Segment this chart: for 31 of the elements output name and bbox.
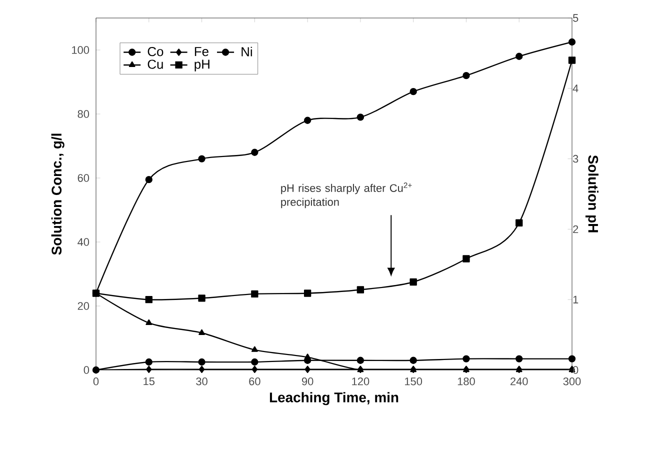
- legend-label: Co: [148, 46, 164, 56]
- y-axis-title: Solution Conc., g/l: [51, 134, 64, 255]
- x-tick-label: 300: [563, 378, 581, 386]
- x-tick-label: 30: [196, 378, 208, 386]
- legend-label: Fe: [194, 47, 208, 56]
- x-tick-label: 60: [249, 378, 260, 386]
- x-tick-label: 90: [302, 378, 314, 386]
- legend-label: pH: [194, 60, 210, 72]
- y-tick-label: 80: [78, 110, 90, 118]
- y2-axis-title: Solution pH: [585, 155, 598, 232]
- y2-tick-label: 1: [573, 296, 578, 304]
- x-tick-label: 120: [352, 378, 370, 386]
- x-tick-label: 150: [405, 378, 422, 386]
- y-tick-label: 60: [78, 174, 90, 182]
- y-tick-label: 40: [78, 238, 90, 246]
- y2-tick-label: 3: [572, 154, 578, 163]
- x-axis-title: Leaching Time, min: [270, 392, 398, 406]
- x-tick-label: 0: [93, 378, 99, 386]
- y2-tick-label: 5: [572, 14, 578, 22]
- y-tick-label: 20: [78, 302, 90, 310]
- y-tick-label: 100: [72, 46, 90, 54]
- legend-label: Cu: [148, 60, 163, 69]
- x-tick-label: 180: [458, 378, 475, 386]
- x-tick-label: 15: [144, 378, 155, 386]
- x-tick-label: 240: [510, 378, 528, 386]
- y-tick-label: 0: [84, 366, 90, 374]
- text: pH rises sharply after Cu$^{2+}$ precipitation: [281, 182, 412, 208]
- y2-tick-label: 4: [572, 84, 578, 92]
- legend-label: Ni: [242, 46, 252, 56]
- y2-tick-label: 0: [572, 366, 578, 374]
- y2-tick-label: 2: [573, 225, 578, 234]
